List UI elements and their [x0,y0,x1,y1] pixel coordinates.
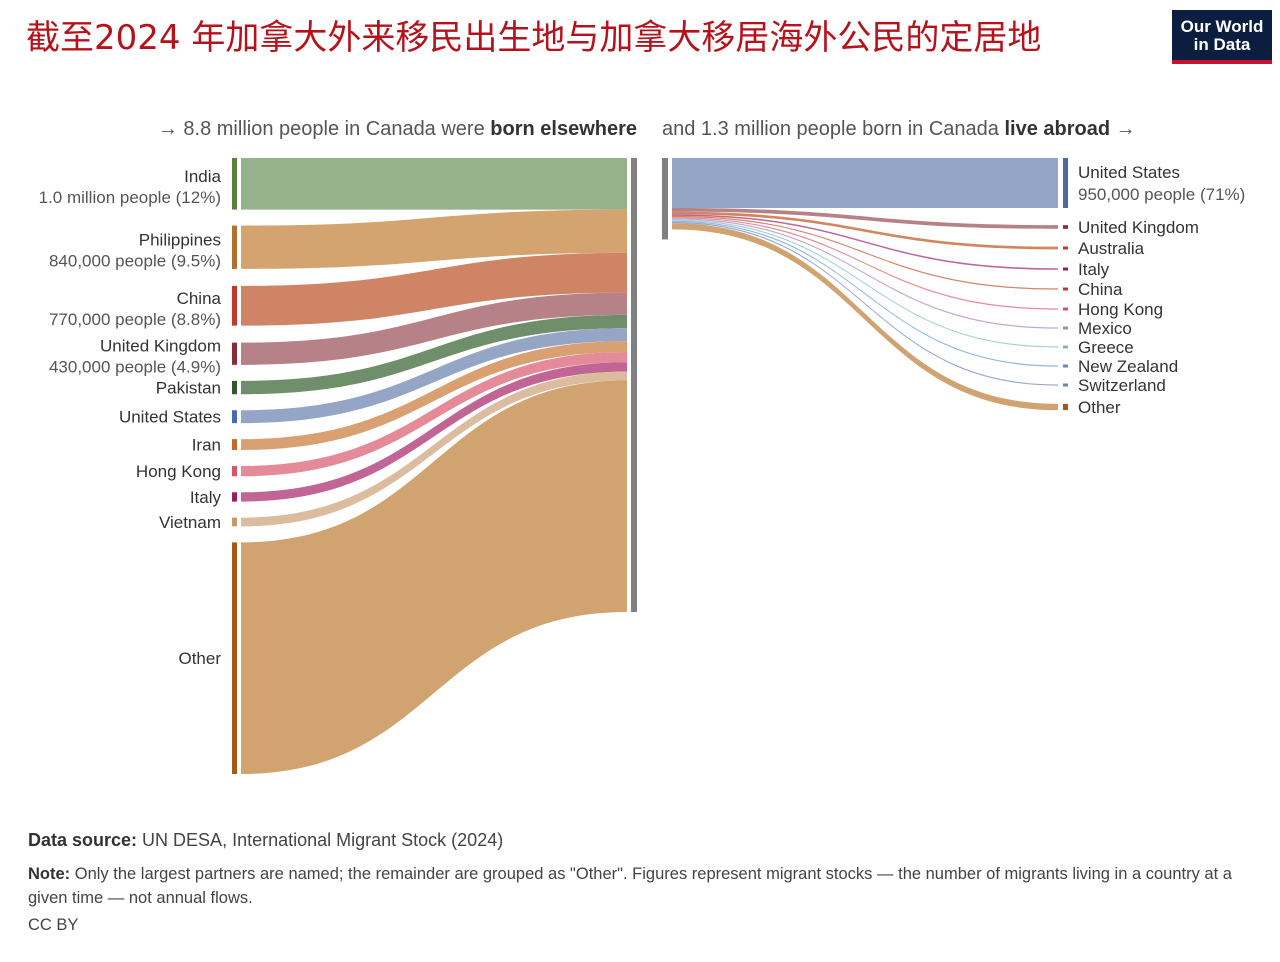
node-bar-united-kingdom [232,342,237,365]
label-in-vietnam: Vietnam [159,513,221,532]
dest-bar-china [1063,287,1068,291]
detail-in-united-kingdom: 430,000 people (4.9%) [49,358,221,377]
node-bar-china [232,285,237,326]
node-bar-hong-kong [232,465,237,477]
label-out-switzerland: Switzerland [1078,376,1166,395]
label-out-other: Other [1078,398,1121,417]
page-title: 截至2024 年加拿大外来移民出生地与加拿大移居海外公民的定居地 [26,18,1042,58]
flow-out-united-kingdom[interactable] [672,208,1058,229]
dest-bar-italy [1063,267,1068,271]
label-in-other: Other [178,649,221,668]
flow-out-mexico[interactable] [672,218,1058,329]
node-bar-philippines [232,225,237,269]
flow-out-australia[interactable] [672,211,1058,250]
node-bar-other [232,542,237,774]
detail-in-china: 770,000 people (8.8%) [49,310,221,329]
license[interactable]: CC BY [28,916,79,934]
flow-in-iran[interactable] [241,341,627,450]
dest-bar-new-zealand [1063,364,1068,368]
flow-in-italy[interactable] [241,362,627,502]
left-heading: → 8.8 million people in Canada were born… [158,118,637,140]
label-out-new-zealand: New Zealand [1078,357,1178,376]
logo-line-2: in Data [1193,35,1251,54]
node-bar-vietnam [232,517,237,527]
flow-out-new-zealand[interactable] [672,220,1058,367]
label-in-hong-kong: Hong Kong [136,462,221,481]
flow-in-vietnam[interactable] [241,371,627,527]
dest-bar-other [1063,403,1068,411]
note-label: Note: [28,865,71,883]
flow-in-india[interactable] [241,158,627,210]
canada-emigrants-bar [662,158,668,240]
source-label: Data source: [28,830,138,850]
dest-bar-greece [1063,345,1068,349]
dest-bar-mexico [1063,326,1068,330]
label-out-china: China [1078,280,1123,299]
label-out-hong-kong: Hong Kong [1078,300,1163,319]
flow-in-philippines[interactable] [241,209,627,269]
node-bar-india [232,158,237,210]
source-text[interactable]: UN DESA, International Migrant Stock (20… [137,830,504,850]
label-in-china: China [177,289,222,308]
label-in-united-states: United States [119,408,221,427]
label-out-united-states: United States [1078,163,1180,182]
dest-bar-switzerland [1063,383,1068,387]
label-in-pakistan: Pakistan [156,379,221,398]
flow-out-united-states[interactable] [672,158,1058,208]
canada-immigrants-bar [631,158,637,612]
label-in-india: India [184,167,221,186]
dest-bar-australia [1063,246,1068,250]
flow-in-united-kingdom[interactable] [241,292,627,365]
logo-line-1: Our World [1180,17,1264,36]
label-out-italy: Italy [1078,260,1110,279]
label-in-italy: Italy [190,488,222,507]
flow-out-switzerland[interactable] [672,221,1058,386]
right-heading: and 1.3 million people born in Canada li… [662,118,1136,140]
flow-out-china[interactable] [672,215,1058,290]
label-out-mexico: Mexico [1078,319,1132,338]
detail-in-philippines: 840,000 people (9.5%) [49,251,221,270]
label-out-greece: Greece [1078,338,1134,357]
label-in-philippines: Philippines [139,230,221,249]
sankey-chart: → 8.8 million people in Canada were born… [39,118,1245,774]
dest-bar-hong-kong [1063,307,1068,311]
label-out-australia: Australia [1078,239,1145,258]
data-source: Data source: UN DESA, International Migr… [28,830,503,851]
flow-in-other[interactable] [241,380,627,774]
chart-note: Note: Only the largest partners are name… [28,862,1258,910]
flow-in-united-states[interactable] [241,328,627,424]
note-text: Only the largest partners are named; the… [28,865,1232,907]
owid-logo[interactable]: Our World in Data [1172,10,1272,64]
detail-in-india: 1.0 million people (12%) [39,188,221,207]
node-bar-pakistan [232,380,237,395]
label-out-united-kingdom: United Kingdom [1078,218,1199,237]
flow-in-pakistan[interactable] [241,314,627,395]
detail-out-united-states: 950,000 people (71%) [1078,185,1245,204]
flow-in-china[interactable] [241,252,627,326]
node-bar-united-states [232,410,237,424]
node-bar-italy [232,492,237,502]
flow-out-hong-kong[interactable] [672,217,1058,310]
dest-bar-united-states [1063,158,1068,208]
node-bar-iran [232,439,237,450]
dest-bar-united-kingdom [1063,225,1068,229]
label-in-united-kingdom: United Kingdom [100,337,221,356]
label-in-iran: Iran [192,436,221,455]
flow-out-other[interactable] [672,223,1058,411]
flow-out-greece[interactable] [672,219,1058,348]
flow-in-hong-kong[interactable] [241,351,627,477]
flow-out-italy[interactable] [672,214,1058,270]
